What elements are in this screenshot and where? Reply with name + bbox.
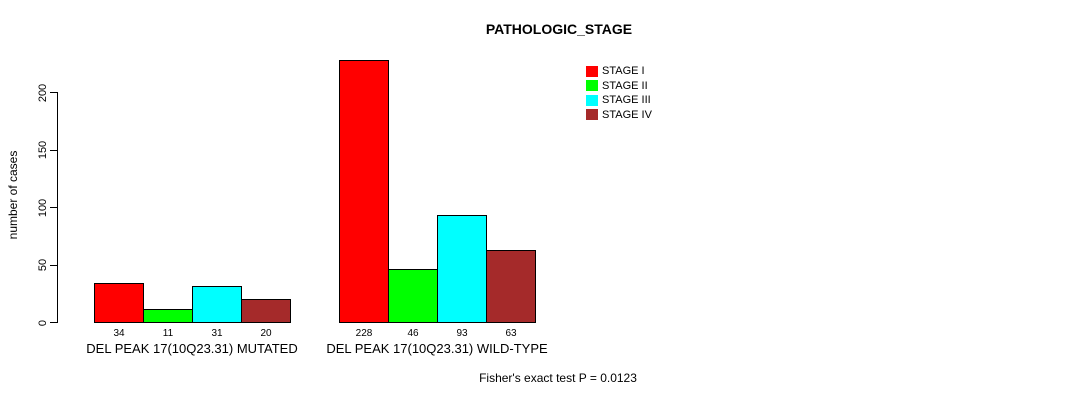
bar-stage-i bbox=[94, 282, 144, 323]
legend-item: STAGE I bbox=[586, 65, 645, 77]
y-axis-tick bbox=[50, 322, 57, 323]
bar-stage-ii bbox=[143, 309, 193, 323]
annotation-text: Fisher's exact test P = 0.0123 bbox=[479, 371, 637, 385]
y-tick-label: 200 bbox=[37, 83, 49, 102]
y-axis-tick bbox=[50, 149, 57, 151]
y-axis-line bbox=[57, 92, 58, 323]
legend-item: STAGE IV bbox=[586, 109, 652, 121]
bar-stage-i bbox=[339, 59, 389, 323]
bar-stage-iv bbox=[241, 299, 291, 323]
chart-title: PATHOLOGIC_STAGE bbox=[485, 21, 633, 37]
bar-value-label: 46 bbox=[407, 328, 419, 339]
legend-item: STAGE III bbox=[586, 94, 651, 106]
bar-stage-iii bbox=[192, 286, 242, 323]
legend-label: STAGE II bbox=[602, 79, 648, 92]
legend-swatch bbox=[586, 109, 598, 120]
y-tick-label: 150 bbox=[37, 140, 49, 160]
legend-label: STAGE IV bbox=[602, 108, 652, 121]
bar-value-label: 34 bbox=[113, 328, 125, 339]
bar-value-label: 93 bbox=[456, 328, 468, 339]
bar-value-label: 20 bbox=[260, 328, 272, 339]
group-label: DEL PEAK 17(10Q23.31) WILD-TYPE bbox=[326, 341, 548, 356]
legend-swatch bbox=[586, 94, 598, 106]
legend-label: STAGE I bbox=[602, 65, 645, 77]
y-tick-label: 0 bbox=[37, 319, 49, 326]
y-axis-tick bbox=[50, 264, 57, 266]
y-tick-label: 100 bbox=[37, 198, 49, 217]
bar-stage-iv bbox=[486, 249, 536, 323]
legend-item: STAGE II bbox=[586, 80, 648, 92]
bar-stage-iii bbox=[437, 215, 487, 323]
bar-value-label: 31 bbox=[211, 328, 223, 339]
bar-value-label: 63 bbox=[505, 328, 517, 339]
y-axis-tick bbox=[50, 207, 57, 208]
legend-label: STAGE III bbox=[602, 94, 651, 106]
group-label: DEL PEAK 17(10Q23.31) MUTATED bbox=[86, 341, 298, 356]
bar-value-label: 11 bbox=[162, 328, 174, 339]
bar-value-label: 228 bbox=[355, 328, 373, 339]
bar-stage-ii bbox=[388, 269, 438, 323]
y-tick-label: 50 bbox=[37, 258, 49, 272]
y-axis-tick bbox=[50, 92, 57, 93]
y-axis-label: number of cases bbox=[6, 150, 20, 240]
legend-swatch bbox=[586, 65, 598, 77]
legend-swatch bbox=[586, 80, 598, 91]
